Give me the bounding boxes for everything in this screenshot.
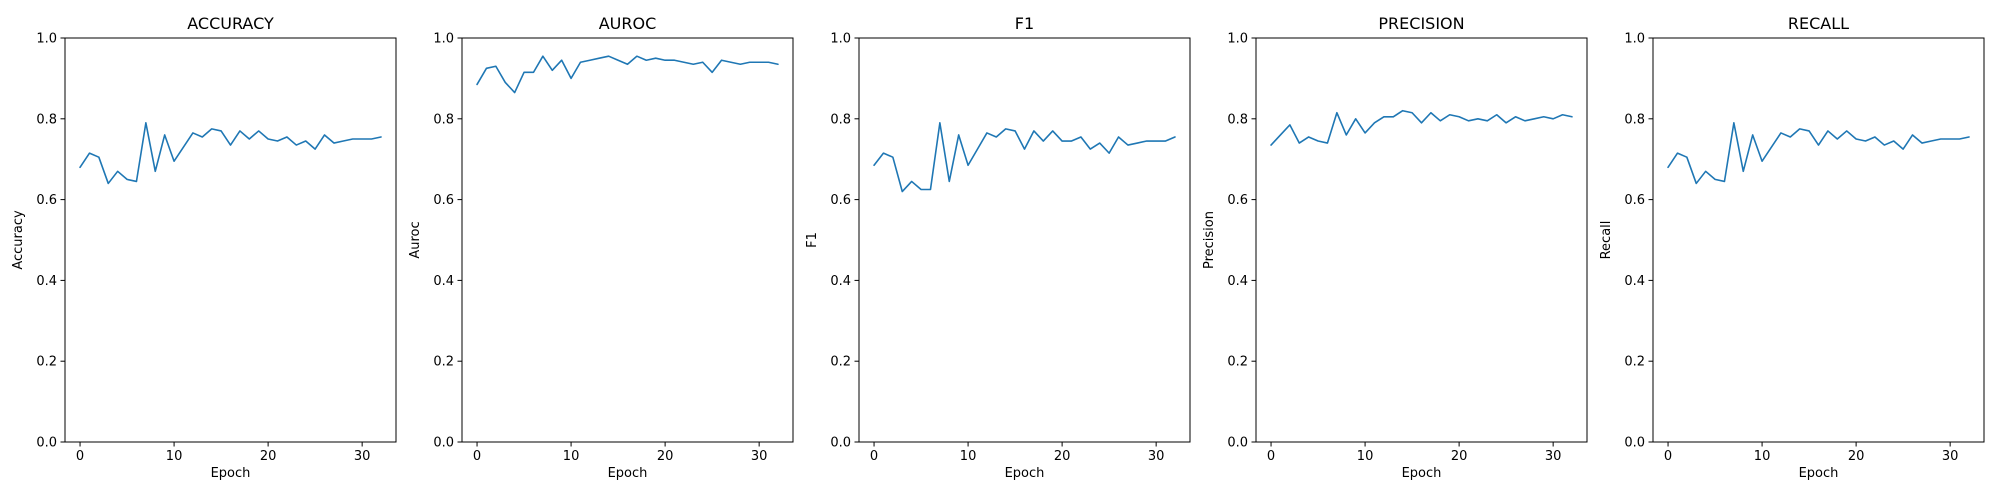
chart-title: ACCURACY <box>187 14 274 33</box>
series-line <box>1270 109 1573 146</box>
x-axis-label: Epoch <box>211 466 251 481</box>
y-tick-label: 0.0 <box>1624 436 1645 451</box>
y-tick-label: 0.0 <box>433 436 454 451</box>
x-tick-label: 0 <box>1664 449 1672 464</box>
y-tick-label: 0.6 <box>433 193 454 208</box>
y-tick-label: 0.4 <box>36 274 57 289</box>
y-tick-label: 0.6 <box>830 193 851 208</box>
x-tick-label: 30 <box>1942 449 1959 464</box>
series-line <box>1667 122 1970 185</box>
chart-panel-precision: 0 10 20 30 0.0 0.2 0.4 0.6 0.8 1.0 PRECISION Epoch P… <box>1202 14 1588 481</box>
x-tick-label: 30 <box>354 449 371 464</box>
chart-title: AUROC <box>599 14 657 33</box>
y-axis-label: Auroc <box>408 221 423 258</box>
plot-frame <box>461 37 794 443</box>
y-tick-label: 0.2 <box>433 355 454 370</box>
y-axis-label: F1 <box>805 232 820 248</box>
chart-panel-f1: 0 10 20 30 0.0 0.2 0.4 0.6 0.8 1.0 F1 Epoch F1 <box>805 14 1191 481</box>
x-tick-label: 20 <box>260 449 277 464</box>
plot-frame <box>64 37 397 443</box>
y-tick-label: 0.8 <box>1624 112 1645 127</box>
x-tick-label: 0 <box>473 449 481 464</box>
chart-panel-auroc: 0 10 20 30 0.0 0.2 0.4 0.6 0.8 1.0 AUROC Epoch Auroc <box>408 14 794 481</box>
y-tick-label: 0.2 <box>36 355 57 370</box>
series-line <box>476 55 779 94</box>
x-tick-label: 0 <box>76 449 84 464</box>
chart-panel-recall: 0 10 20 30 0.0 0.2 0.4 0.6 0.8 1.0 RECALL Epoch Reca… <box>1599 14 1985 481</box>
chart-title: F1 <box>1015 14 1034 33</box>
y-tick-label: 0.2 <box>1227 355 1248 370</box>
x-tick-label: 0 <box>870 449 878 464</box>
y-tick-label: 0.2 <box>830 355 851 370</box>
y-tick-label: 0.2 <box>1624 355 1645 370</box>
y-tick-label: 1.0 <box>830 32 851 47</box>
y-tick-label: 0.4 <box>433 274 454 289</box>
x-tick-label: 30 <box>1148 449 1165 464</box>
y-tick-label: 0.6 <box>1624 193 1645 208</box>
x-tick-label: 30 <box>1545 449 1562 464</box>
y-axis-label: Recall <box>1599 221 1614 260</box>
y-tick-label: 0.8 <box>1227 112 1248 127</box>
y-axis-label: Precision <box>1202 211 1217 269</box>
y-tick-label: 0.0 <box>36 436 57 451</box>
x-tick-label: 10 <box>166 449 183 464</box>
y-tick-label: 1.0 <box>36 32 57 47</box>
plot-frame <box>1255 37 1588 443</box>
x-tick-label: 0 <box>1267 449 1275 464</box>
x-tick-label: 20 <box>1054 449 1071 464</box>
x-axis-label: Epoch <box>1799 466 1839 481</box>
plot-frame <box>1652 37 1985 443</box>
y-tick-label: 0.8 <box>36 112 57 127</box>
chart-title: RECALL <box>1788 14 1849 33</box>
x-tick-label: 10 <box>1754 449 1771 464</box>
y-tick-label: 1.0 <box>1227 32 1248 47</box>
y-tick-label: 0.4 <box>830 274 851 289</box>
y-tick-label: 0.6 <box>1227 193 1248 208</box>
y-tick-label: 0.8 <box>830 112 851 127</box>
y-tick-label: 0.6 <box>36 193 57 208</box>
x-tick-label: 20 <box>1451 449 1468 464</box>
plot-frame <box>858 37 1191 443</box>
x-tick-label: 30 <box>751 449 768 464</box>
x-axis-label: Epoch <box>1402 466 1442 481</box>
chart-panel-accuracy: 0 10 20 30 0.0 0.2 0.4 0.6 0.8 1.0 ACCURACY Epoch Ac… <box>11 14 397 481</box>
y-tick-label: 0.0 <box>1227 436 1248 451</box>
chart-title: PRECISION <box>1378 14 1464 33</box>
series-line <box>873 122 1176 193</box>
x-axis-label: Epoch <box>1005 466 1045 481</box>
y-axis-label: Accuracy <box>11 210 26 270</box>
x-tick-label: 10 <box>960 449 977 464</box>
series-line <box>79 122 382 185</box>
y-tick-label: 0.8 <box>433 112 454 127</box>
x-tick-label: 20 <box>1848 449 1865 464</box>
y-tick-label: 1.0 <box>1624 32 1645 47</box>
x-axis-label: Epoch <box>608 466 648 481</box>
x-tick-label: 20 <box>657 449 674 464</box>
y-tick-label: 0.0 <box>830 436 851 451</box>
x-tick-label: 10 <box>1357 449 1374 464</box>
x-tick-label: 10 <box>563 449 580 464</box>
y-tick-label: 1.0 <box>433 32 454 47</box>
y-tick-label: 0.4 <box>1227 274 1248 289</box>
y-tick-label: 0.4 <box>1624 274 1645 289</box>
